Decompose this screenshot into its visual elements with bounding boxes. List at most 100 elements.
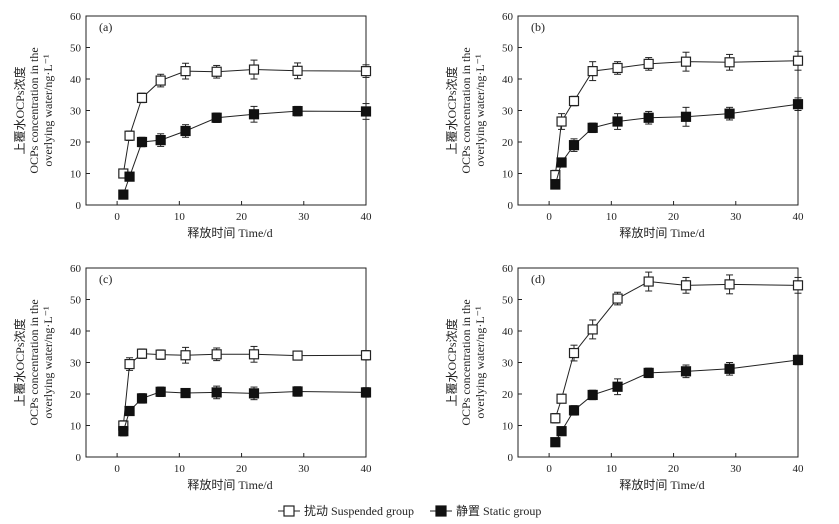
data-point-filled-square	[792, 354, 804, 366]
data-point-filled-square	[792, 99, 804, 110]
y-tick-label: 50	[70, 43, 82, 55]
data-point-open-square	[180, 66, 191, 77]
legend: 扰动 Suspended group 静置 Static group	[278, 504, 541, 518]
x-tick-label: 10	[174, 463, 186, 475]
data-point-open-square	[724, 57, 735, 68]
y-tick-label: 20	[70, 389, 82, 401]
y-tick-label: 50	[70, 295, 82, 307]
data-point-filled-square	[248, 109, 260, 120]
x-tick-label: 0	[546, 211, 552, 223]
x-tick-label: 10	[606, 211, 618, 223]
data-point-filled-square	[556, 157, 567, 168]
data-point-filled-square	[612, 116, 623, 127]
data-point-filled-square	[680, 366, 692, 377]
y-tick-label: 30	[70, 358, 82, 370]
y-tick-label: 40	[502, 74, 514, 86]
data-point-filled-square	[360, 106, 372, 117]
legend-item-static: 静置 Static group	[430, 504, 541, 518]
data-point-open-square	[124, 130, 135, 141]
data-point-open-square	[136, 348, 148, 359]
y-tick-label: 30	[502, 358, 514, 370]
data-point-open-square	[680, 56, 692, 67]
data-point-filled-square	[211, 387, 222, 398]
series-suspended	[118, 59, 372, 179]
panel-label: (a)	[99, 20, 112, 34]
x-tick-label: 30	[298, 211, 310, 223]
data-point-open-square	[587, 324, 598, 335]
data-point-filled-square	[680, 111, 692, 122]
x-tick-label: 20	[668, 463, 680, 475]
y-axis-label-line: 上覆水OCPs浓度	[12, 66, 27, 154]
panel-label: (b)	[531, 20, 545, 34]
legend-item-suspended: 扰动 Suspended group	[278, 504, 414, 518]
x-axis-label: 释放时间 Time/d	[619, 477, 704, 492]
data-point-open-square	[568, 95, 580, 107]
series-suspended	[118, 345, 372, 431]
y-axis-label-line: overlying water/ng·L⁻¹	[41, 54, 55, 167]
data-point-filled-square	[568, 140, 580, 151]
data-point-open-square	[643, 58, 654, 69]
data-point-filled-square	[248, 388, 260, 399]
x-tick-label: 30	[298, 463, 310, 475]
data-point-open-square	[360, 350, 372, 361]
data-point-filled-square	[360, 387, 372, 398]
data-point-open-square	[292, 350, 303, 361]
data-point-filled-square	[550, 179, 561, 190]
x-tick-label: 0	[114, 211, 120, 223]
panel-d-chart: 0 10 20 30 40 50 60 0 10 20 30 40 (d) 释放时间 Time/d 上覆水O…	[444, 263, 804, 492]
data-point-open-square	[292, 65, 303, 76]
data-point-filled-square	[612, 381, 623, 392]
y-axis-label-line: 上覆水OCPs浓度	[444, 66, 459, 154]
data-point-filled-square	[180, 125, 191, 137]
data-point-filled-square	[724, 363, 735, 374]
series-static	[118, 103, 372, 200]
y-tick-label: 60	[70, 11, 82, 23]
x-tick-label: 10	[606, 463, 618, 475]
data-point-open-square	[211, 66, 222, 77]
data-point-open-square	[211, 349, 222, 360]
data-point-open-square	[792, 55, 804, 66]
panel-label: (d)	[531, 272, 545, 286]
x-axis-label: 释放时间 Time/d	[187, 477, 272, 492]
y-axis-label-line: 上覆水OCPs浓度	[444, 318, 459, 406]
y-tick-label: 0	[76, 200, 82, 212]
series-static	[550, 97, 804, 190]
data-point-filled-square	[155, 135, 166, 146]
y-tick-label: 60	[70, 263, 82, 275]
data-point-filled-square	[587, 122, 598, 133]
x-tick-label: 0	[114, 463, 120, 475]
y-tick-label: 30	[502, 106, 514, 118]
y-axis-label-line: OCPs concentration in the	[459, 47, 473, 173]
data-point-open-square	[124, 358, 135, 370]
y-tick-label: 20	[502, 389, 514, 401]
data-point-filled-square	[643, 112, 654, 123]
y-tick-label: 60	[502, 11, 514, 23]
series-static	[550, 354, 804, 448]
data-point-open-square	[724, 279, 735, 290]
x-tick-label: 20	[236, 463, 248, 475]
data-point-filled-square	[568, 405, 580, 416]
data-point-open-square	[180, 350, 191, 361]
panel-b-chart: 0 10 20 30 40 50 60 0 10 20 30 40 (b) 释放时间 Time/d 上覆水O…	[444, 11, 804, 240]
panel-label: (c)	[99, 272, 112, 286]
data-point-open-square	[155, 75, 166, 86]
legend-label-static: 静置 Static group	[456, 504, 541, 518]
y-tick-label: 60	[502, 263, 514, 275]
x-tick-label: 40	[793, 463, 805, 475]
data-point-open-square	[680, 280, 692, 291]
y-tick-label: 50	[502, 295, 514, 307]
data-point-filled-square	[556, 426, 567, 437]
series-suspended	[550, 50, 804, 181]
y-axis-label-line: overlying water/ng·L⁻¹	[473, 306, 487, 419]
y-axis-label-line: OCPs concentration in the	[459, 299, 473, 425]
data-point-filled-square	[724, 108, 735, 119]
data-point-open-square	[550, 413, 561, 424]
data-point-filled-square	[292, 106, 303, 117]
x-tick-label: 0	[546, 463, 552, 475]
y-tick-label: 0	[76, 452, 82, 464]
data-point-filled-square	[211, 112, 222, 123]
series-line	[554, 60, 799, 176]
data-point-filled-square	[292, 386, 303, 397]
y-tick-label: 10	[70, 421, 82, 433]
